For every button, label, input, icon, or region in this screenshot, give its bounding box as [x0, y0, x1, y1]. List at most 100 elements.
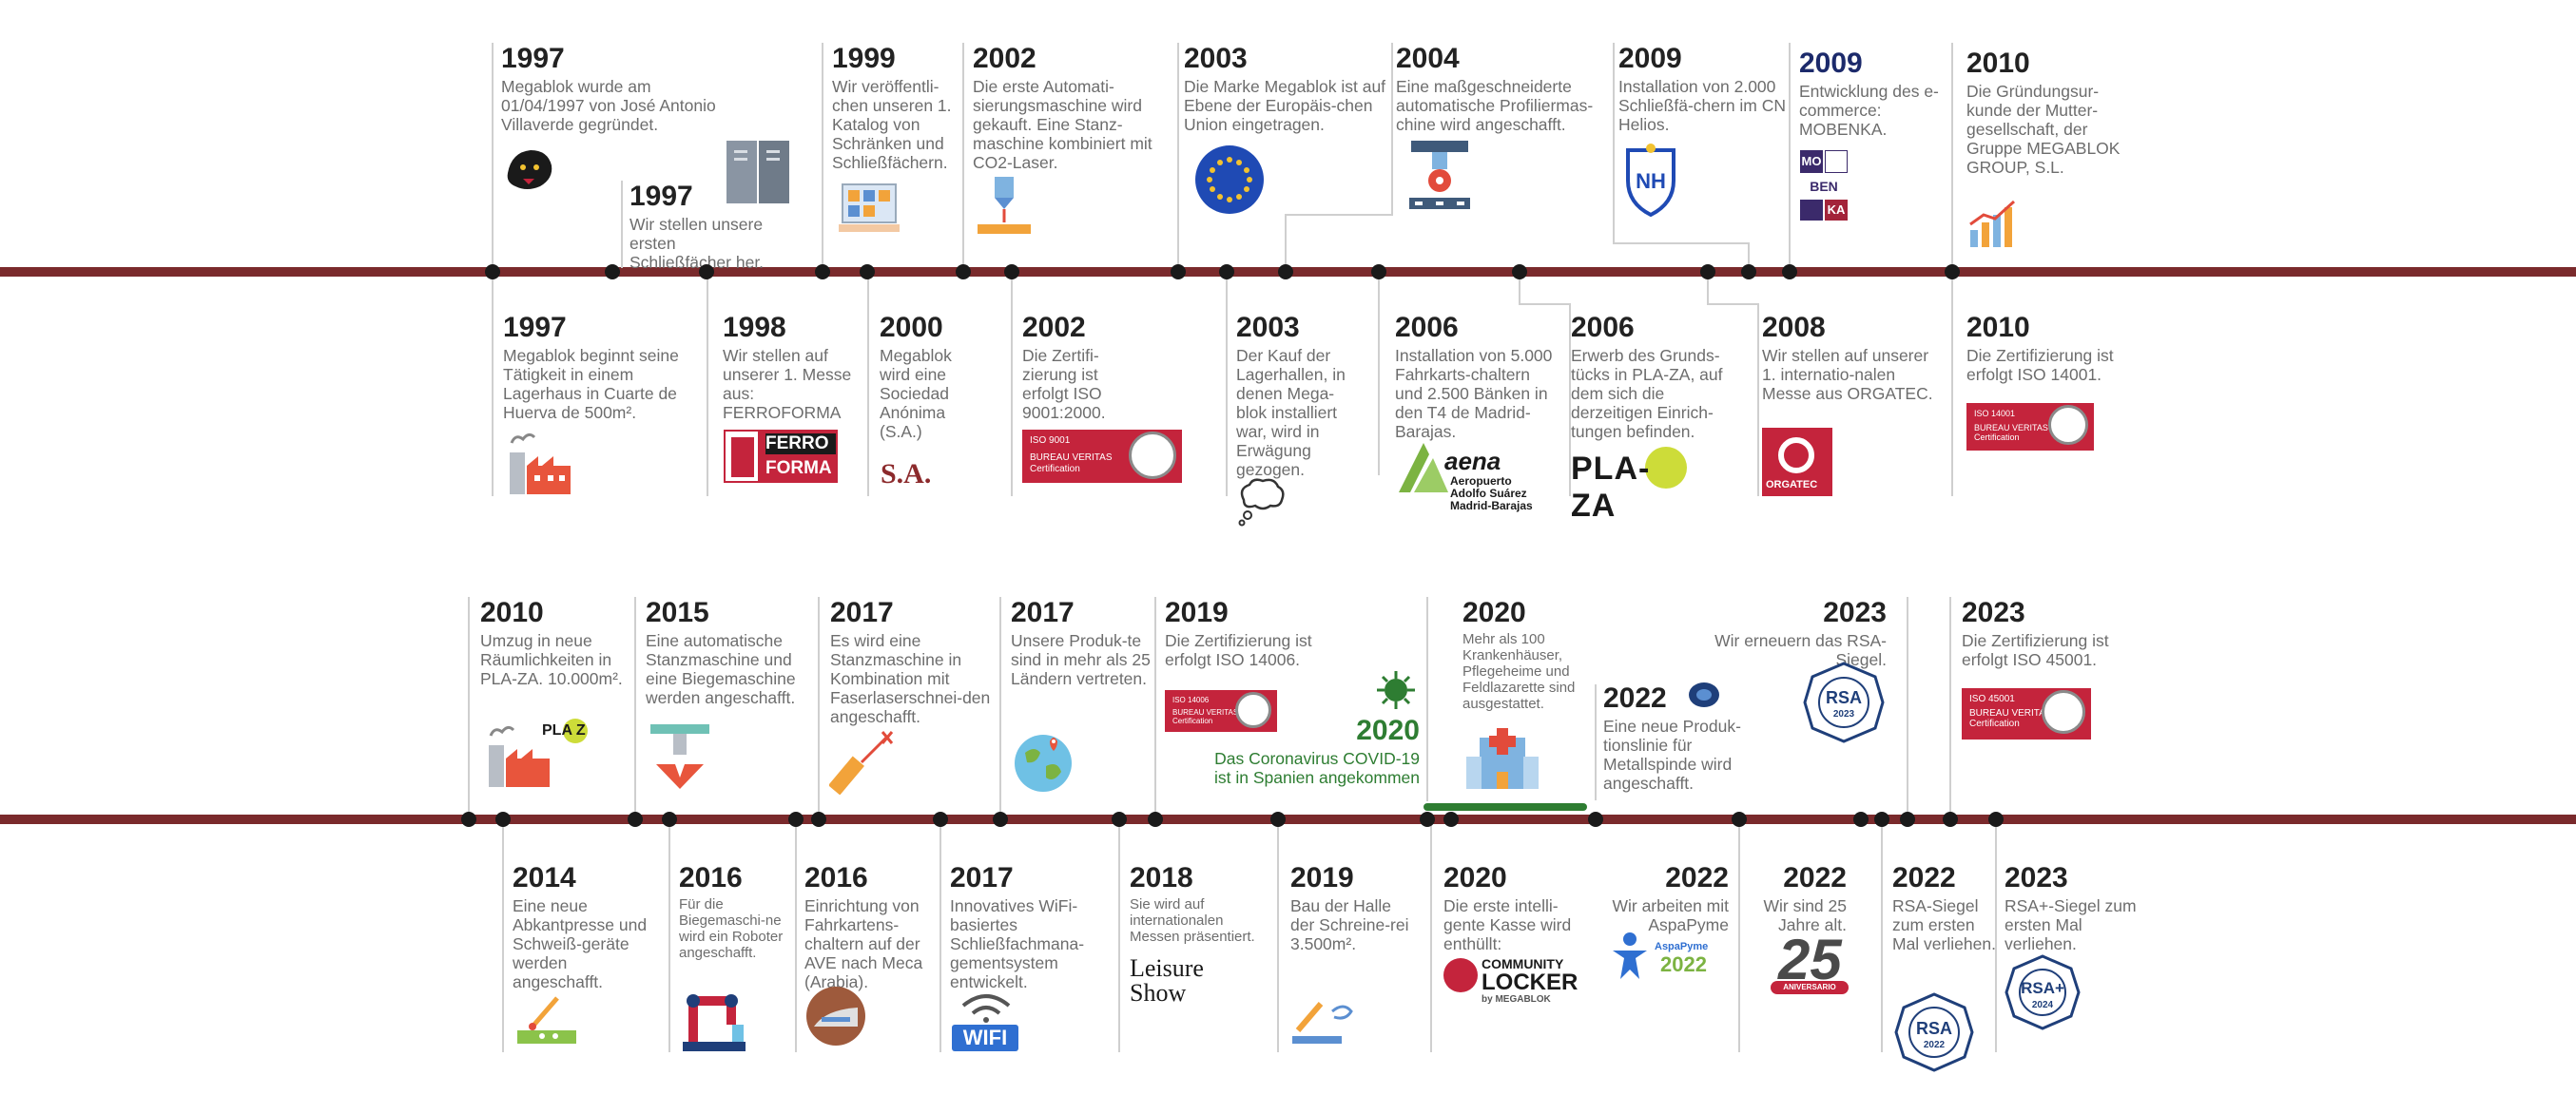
orgatec-wordmark: ORGATEC	[1766, 479, 1818, 490]
timeline-dot	[1443, 812, 1459, 827]
timeline-dot	[1219, 264, 1234, 279]
cert-issuer: BUREAU VERITAS	[1974, 423, 2048, 432]
sa-logo: S.A.	[881, 458, 932, 490]
event-text: Installation von 5.000 Fahrkarts-chalter…	[1395, 346, 1553, 441]
cert-label: ISO 14006	[1172, 696, 1210, 704]
bureau-veritas-seal	[2042, 690, 2085, 734]
bureau-veritas-seal	[1235, 692, 1271, 728]
event-text: Erwerb des Grunds-tücks in PLA-ZA, auf d…	[1571, 346, 1723, 441]
connector	[1757, 303, 1759, 496]
connector	[1881, 819, 1883, 1052]
connector	[1154, 597, 1156, 816]
cert-sub: Certification	[1974, 432, 2020, 442]
connector	[1285, 214, 1287, 268]
spinning-machine-icon	[1687, 681, 1721, 709]
connector	[1748, 242, 1750, 268]
event-year: 2006	[1395, 312, 1459, 343]
event-year: 2016	[804, 862, 868, 893]
connector	[1378, 272, 1380, 475]
event-2006-plaza: 2006 Erwerb des Grunds-tücks in PLA-ZA, …	[1571, 312, 1742, 441]
connector	[1951, 43, 1953, 268]
event-2004: 2004 Eine maßgeschneiderte automatische …	[1396, 43, 1610, 134]
timeline-dot	[1853, 812, 1869, 827]
event-text: Installation von 2.000 Schließfä-chern i…	[1618, 77, 1787, 134]
event-text: Wir sind 25 Jahre alt.	[1763, 896, 1847, 934]
aena-subtitle: Aeropuerto Adolfo Suárez Madrid-Barajas	[1450, 474, 1533, 512]
plaza-logo: PLA-ZA	[1571, 447, 1691, 524]
plaza-circle	[1645, 447, 1687, 489]
event-1997-founded: 1997 Megablok wurde am 01/04/1997 von Jo…	[501, 43, 729, 134]
event-year: 2010	[1966, 48, 2030, 79]
connector	[1949, 597, 1951, 816]
train-icon	[804, 985, 867, 1047]
profiling-machine-icon	[1404, 139, 1476, 215]
event-text: Die erste Automati-sierungsmaschine wird…	[973, 77, 1152, 172]
connector	[1907, 597, 1908, 816]
eu-flag-icon	[1194, 144, 1265, 215]
event-text: Der Kauf der Lagerhallen, in denen Mega-…	[1236, 346, 1346, 479]
event-year: 2006	[1571, 312, 1635, 343]
timeline-dot	[1171, 264, 1186, 279]
event-2019-iso14006: 2019 Die Zertifizierung ist erfolgt ISO …	[1165, 597, 1317, 669]
event-2009-helios: 2009 Installation von 2.000 Schließfä-ch…	[1618, 43, 1790, 134]
event-2008: 2008 Wir stellen auf unserer 1. internat…	[1762, 312, 1943, 403]
aena-logo: aena Aeropuerto Adolfo Suárez Madrid-Bar…	[1395, 439, 1547, 513]
connector	[1951, 272, 1953, 496]
connector	[867, 272, 869, 496]
plaza-wordmark: PLA-ZA	[1571, 451, 1651, 524]
timeline-dot	[605, 264, 620, 279]
timeline-dot	[1278, 264, 1293, 279]
connector	[939, 819, 941, 1052]
mobenka-cell: MO	[1800, 150, 1823, 173]
timeline-dot	[1588, 812, 1603, 827]
timeline-dot	[628, 812, 643, 827]
mobenka-cell	[1800, 200, 1823, 221]
timeline-dot	[1112, 812, 1127, 827]
timeline-dot	[1420, 812, 1435, 827]
panther-icon	[502, 144, 555, 194]
event-year: 2019	[1290, 862, 1354, 893]
event-text: Bau der Halle der Schreine-rei 3.500m².	[1290, 896, 1409, 953]
event-year: 2010	[1966, 312, 2030, 343]
connector	[1738, 819, 1740, 1052]
event-2018: 2018 Sie wird auf internationalen Messen…	[1130, 862, 1272, 945]
event-text: Wir arbeiten mit AspaPyme	[1612, 896, 1729, 934]
timeline-dot	[1512, 264, 1527, 279]
event-2020-locker: 2020 Die erste intelli-gente Kasse wird …	[1443, 862, 1596, 953]
event-text: Wir stellen auf unserer 1. Messe aus: FE…	[723, 346, 852, 422]
event-text: Es wird eine Stanzmaschine in Kombinatio…	[830, 631, 991, 726]
aspapyme-logo: AspaPyme 2022	[1611, 930, 1725, 983]
plaza-wordmark-small: PLA Z	[542, 722, 586, 739]
anniversary-label: ANIVERSARIO	[1783, 983, 1836, 991]
timeline-dot	[956, 264, 971, 279]
event-year: 1998	[723, 312, 786, 343]
connector	[999, 597, 1001, 816]
event-text: Sie wird auf internationalen Messen präs…	[1130, 896, 1255, 945]
event-1998: 1998 Wir stellen auf unserer 1. Messe au…	[723, 312, 865, 422]
iso9001-badge: ISO 9001 BUREAU VERITAS Certification	[1022, 430, 1182, 483]
event-2003-warehouse: 2003 Der Kauf der Lagerhallen, in denen …	[1236, 312, 1365, 479]
cert-issuer: BUREAU VERITAS	[1969, 708, 2052, 719]
connector	[668, 819, 670, 1052]
event-text: Entwicklung des e-commerce: MOBENKA.	[1799, 82, 1939, 139]
timeline-dot	[1700, 264, 1715, 279]
event-text: Eine automatische Stanzmaschine und eine…	[646, 631, 796, 707]
event-year: 2009	[1618, 43, 1682, 74]
event-2003-trademark: 2003 Die Marke Megablok ist auf Ebene de…	[1184, 43, 1398, 134]
fiber-laser-icon	[828, 728, 903, 796]
event-year: 2017	[950, 862, 1014, 893]
event-year: 2022	[1783, 862, 1847, 893]
locker-wordmark: LOCKER	[1482, 970, 1579, 995]
event-year: 2020	[1443, 862, 1507, 893]
mobenka-cell	[1825, 150, 1848, 173]
cert-sub: Certification	[1969, 719, 2020, 729]
timeline-dot	[1741, 264, 1756, 279]
event-year: 1997	[629, 181, 693, 212]
hospital-icon	[1464, 724, 1540, 791]
event-year: 2023	[1823, 597, 1887, 628]
event-text: Mehr als 100 Krankenhäuser, Pflegeheime …	[1462, 631, 1576, 712]
event-text: Eine neue Produk-tionslinie für Metallsp…	[1603, 717, 1741, 793]
event-text: Umzug in neue Räumlichkeiten in PLA-ZA. …	[480, 631, 623, 688]
cert-sub: Certification	[1030, 464, 1080, 474]
thought-cloud-icon	[1234, 475, 1288, 527]
